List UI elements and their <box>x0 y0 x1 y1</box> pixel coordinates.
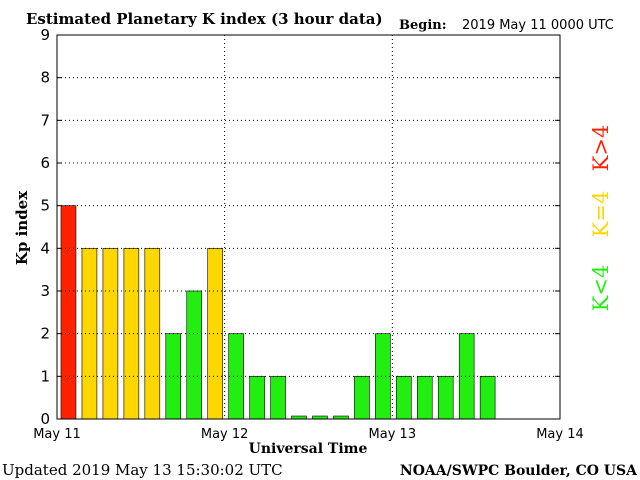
y-tick-label: 9 <box>40 26 50 44</box>
source-credit: NOAA/SWPC Boulder, CO USA <box>400 463 638 479</box>
y-tick-label: 1 <box>40 367 50 385</box>
kp-bar <box>437 376 454 420</box>
x-tick-label: May 14 <box>536 427 584 442</box>
kp-bar <box>123 248 140 420</box>
y-axis-label: Kp index <box>13 190 31 265</box>
kp-bar <box>354 376 370 420</box>
kp-bar <box>479 376 496 420</box>
kp-bar <box>396 376 412 420</box>
y-tick-label: 8 <box>40 69 50 87</box>
y-tick-label: 0 <box>40 410 50 428</box>
y-tick-label: 6 <box>40 154 50 172</box>
x-tick-label: May 12 <box>201 427 249 442</box>
kp-bar <box>270 376 286 420</box>
y-tick-label: 2 <box>40 325 50 343</box>
begin-label: Begin: <box>399 18 447 33</box>
y-tick-label: 3 <box>40 282 50 300</box>
x-axis-label: Universal Time <box>249 441 368 457</box>
updated-timestamp: Updated 2019 May 13 15:30:02 UTC <box>2 461 283 479</box>
legend-k-equals-4: K=4 <box>589 191 613 238</box>
chart-title: Estimated Planetary K index (3 hour data… <box>26 10 383 28</box>
x-tick-label: May 13 <box>369 427 417 442</box>
plot-area: 0 1 2 3 4 5 6 7 8 9 May 11 May 12 May 13 May 14 <box>33 26 584 442</box>
x-tick-label: May 11 <box>33 427 81 442</box>
y-tick-label: 7 <box>40 111 50 129</box>
kp-bar <box>416 376 433 420</box>
legend-k-greater-than-4: K>4 <box>589 125 613 172</box>
legend-k-less-than-4: K<4 <box>589 265 613 312</box>
kp-bar <box>249 376 265 420</box>
begin-value: 2019 May 11 0000 UTC <box>462 18 614 33</box>
y-tick-label: 5 <box>40 197 50 215</box>
kp-bar <box>186 290 203 420</box>
plot-frame <box>56 34 561 420</box>
kp-bar <box>60 205 77 420</box>
y-tick-label: 4 <box>40 239 50 257</box>
